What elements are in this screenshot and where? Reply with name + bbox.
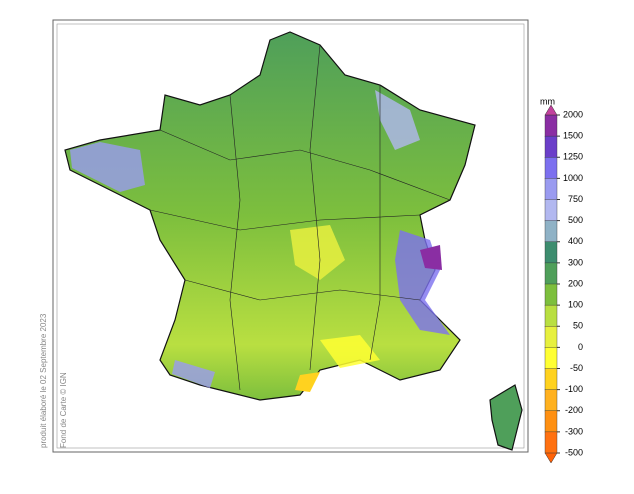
colorbar-label: 1000: [563, 173, 583, 183]
colorbar-band: [544, 368, 558, 391]
colorbar-band: [544, 347, 558, 369]
colorbar-unit: mm: [540, 96, 555, 106]
credit-source: Fond de Carte © IGN: [59, 372, 68, 448]
colorbar-extend-top: [544, 104, 558, 116]
colorbar-band: [544, 262, 558, 285]
colorbar-label: -500: [565, 447, 583, 457]
colorbar-band: [544, 199, 558, 222]
colorbar-extend-bottom: [544, 452, 558, 464]
france-map: [64, 31, 523, 451]
colorbar-label: 1250: [563, 152, 583, 162]
colorbar: 2000150012501000750500400300200100500-50…: [544, 104, 583, 464]
colorbar-band: [544, 157, 558, 179]
map-inner-frame: [56, 23, 525, 449]
colorbar-label: 100: [568, 300, 583, 310]
colorbar-band: [544, 283, 558, 306]
colorbar-label: 400: [568, 236, 583, 246]
colorbar-band: [544, 410, 558, 433]
colorbar-band: [544, 431, 558, 454]
colorbar-label: 1500: [563, 131, 583, 141]
colorbar-band: [544, 241, 558, 264]
colorbar-band: [544, 178, 558, 200]
colorbar-band: [544, 135, 558, 158]
colorbar-band: [544, 389, 558, 412]
colorbar-label: 200: [568, 278, 583, 288]
colorbar-label: 0: [578, 342, 583, 352]
colorbar-label: -50: [570, 363, 583, 373]
colorbar-label: -200: [565, 405, 583, 415]
colorbar-band: [544, 220, 558, 243]
colorbar-band: [544, 326, 558, 348]
colorbar-label: 750: [568, 194, 583, 204]
map-frame: [52, 19, 529, 453]
credit-date: produit élaboré le 02 Septembre 2023: [39, 313, 48, 448]
colorbar-band: [544, 304, 558, 327]
colorbar-label: 500: [568, 215, 583, 225]
colorbar-band: [544, 114, 558, 137]
colorbar-label: -300: [565, 426, 583, 436]
colorbar-label: 2000: [563, 109, 583, 119]
colorbar-label: 300: [568, 257, 583, 267]
colorbar-label: -100: [565, 384, 583, 394]
colorbar-label: 50: [573, 321, 583, 331]
